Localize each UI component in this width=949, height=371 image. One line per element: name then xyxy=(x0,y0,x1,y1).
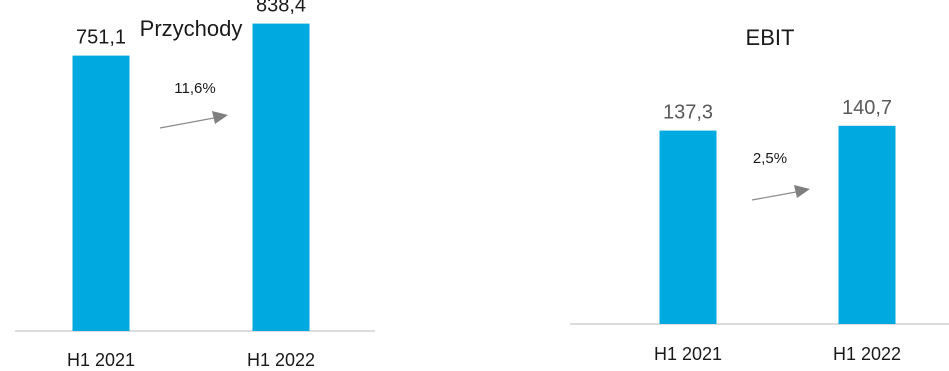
data-label: 838,4 xyxy=(256,0,306,17)
category-label: H1 2022 xyxy=(247,350,315,370)
data-label: 751,1 xyxy=(76,27,126,49)
growth-arrow-icon xyxy=(212,111,228,124)
chart-title: EBIT xyxy=(746,25,795,50)
growth-arrow-line xyxy=(159,117,215,129)
data-label: 137,3 xyxy=(663,102,713,124)
growth-label: 2,5% xyxy=(753,150,787,167)
category-label: H1 2022 xyxy=(833,344,901,364)
growth-label: 11,6% xyxy=(174,80,215,97)
bar xyxy=(72,55,130,331)
bar xyxy=(838,125,896,324)
data-label: 140,7 xyxy=(842,97,892,119)
revenue-chart: Przychody 751,1 838,4 H1 2021 H1 2022 11,… xyxy=(0,0,400,371)
chart-title: Przychody xyxy=(140,16,243,41)
growth-arrow-line xyxy=(751,191,797,201)
revenue-chart-svg: Przychody 751,1 838,4 H1 2021 H1 2022 11,… xyxy=(15,0,375,370)
category-label: H1 2021 xyxy=(67,350,135,370)
ebit-chart: EBIT 137,3 140,7 H1 2021 H1 2022 2,5% xyxy=(570,0,949,371)
bar xyxy=(252,23,310,331)
category-label: H1 2021 xyxy=(654,344,722,364)
bar xyxy=(659,130,717,324)
ebit-chart-svg: EBIT 137,3 140,7 H1 2021 H1 2022 2,5% xyxy=(570,25,949,364)
growth-arrow-icon xyxy=(794,185,810,198)
